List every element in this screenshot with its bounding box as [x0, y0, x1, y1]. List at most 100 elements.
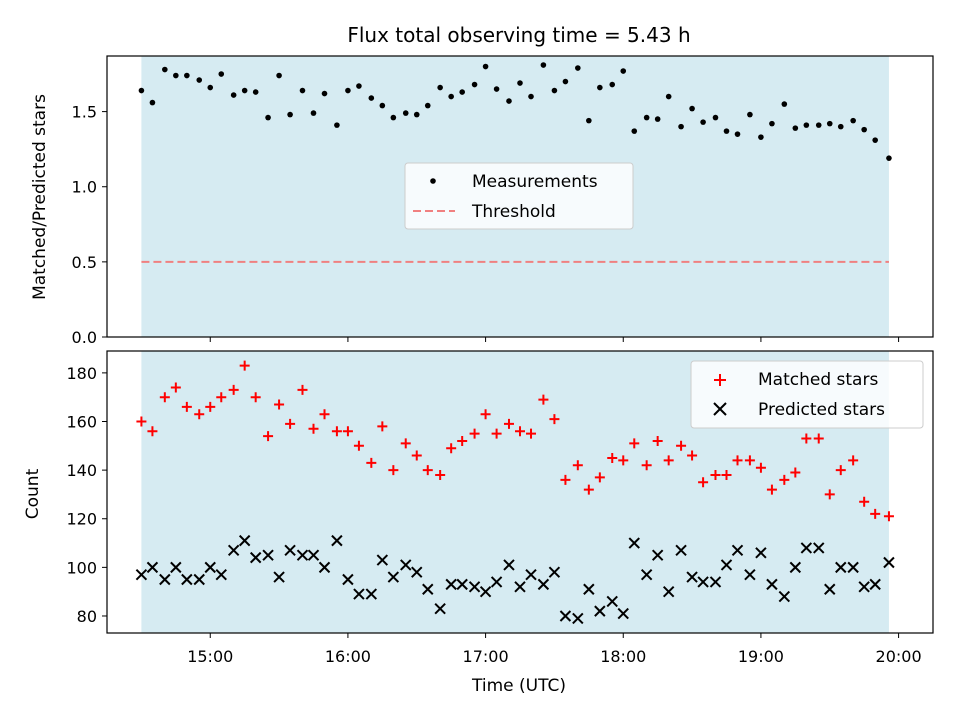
measurement-point: [872, 137, 878, 143]
bottom-x-axis: 15:00 16:00 17:00 18:00 19:00 20:00: [187, 633, 922, 666]
predicted-star-point: [813, 542, 825, 554]
legend-predicted-label: Predicted stars: [758, 400, 885, 420]
predicted-star-point: [411, 566, 423, 578]
predicted-star-point: [422, 583, 434, 595]
measurement-point: [712, 114, 719, 121]
matched-star-point: [469, 428, 480, 439]
matched-star-point: [411, 450, 422, 461]
predicted-star-point: [651, 549, 664, 561]
top-plot-frame: [106, 55, 934, 338]
measurement-point: [506, 98, 512, 104]
measurement-point: [413, 111, 420, 118]
matched-star-point: [147, 426, 158, 437]
predicted-star-point: [135, 568, 148, 581]
matched-star-point: [400, 438, 411, 449]
matched-star-point: [652, 435, 663, 446]
measurement-point: [482, 63, 489, 70]
predicted-star-point: [331, 534, 343, 547]
matched-star-point: [342, 426, 353, 437]
predicted-star-point: [731, 544, 744, 557]
predicted-star-point: [709, 576, 722, 588]
measurement-point: [665, 93, 672, 100]
measurement-point: [643, 114, 650, 121]
matched-star-point: [194, 409, 205, 420]
matched-star-point: [308, 423, 319, 434]
matched-star-point: [801, 433, 812, 444]
predicted-star-point: [537, 578, 550, 591]
matched-star-point: [181, 401, 192, 412]
matched-star-point: [732, 455, 743, 466]
matched-star-point: [170, 382, 181, 393]
measurement-point: [620, 68, 627, 74]
y-tick-label: 0.0: [72, 328, 97, 347]
measurement-point: [173, 72, 179, 79]
measurements-series: [138, 62, 892, 161]
predicted-star-point: [159, 573, 171, 586]
y-tick-label: 0.5: [72, 253, 97, 272]
legend-threshold-label: Threshold: [471, 202, 556, 222]
predicted-star-point: [662, 585, 675, 598]
measurement-point: [562, 78, 569, 85]
top-legend: Measurements Threshold: [404, 162, 634, 230]
top-legend-box: [404, 162, 634, 230]
top-y-axis-label: Matched/Predicted stars: [30, 94, 50, 300]
predicted-star-point: [824, 583, 836, 595]
matched-star-point: [435, 469, 446, 480]
matched-star-point: [491, 428, 502, 439]
matched-star-point: [641, 460, 652, 471]
y-tick-label: 100: [66, 558, 97, 577]
measurement-point: [310, 110, 317, 116]
predicted-star-point: [181, 573, 193, 586]
measurement-point: [345, 87, 351, 94]
predicted-star-point: [227, 544, 240, 557]
matched-star-point: [848, 455, 859, 466]
measurement-point: [517, 80, 523, 86]
predicted-star-point: [883, 556, 895, 569]
legend-measurements-marker: [430, 178, 436, 184]
predicted-star-point: [675, 544, 687, 557]
predicted-star-point: [170, 561, 182, 574]
measurement-point: [356, 83, 362, 89]
predicted-star-point: [744, 568, 756, 581]
measurement-point: [138, 87, 145, 94]
legend-measurements-label: Measurements: [472, 172, 598, 192]
top-panel: 0.0 0.5 1.0 1.5 Matched/Predicted stars Mea…: [30, 55, 934, 347]
measurement-point: [424, 102, 431, 109]
matched-star-point: [859, 496, 870, 507]
y-tick-label: 120: [66, 510, 97, 529]
predicted-star-point: [434, 602, 446, 615]
bottom-legend-box: [690, 360, 924, 429]
matched-star-point: [319, 409, 330, 420]
predicted-star-point: [503, 559, 515, 571]
matched-star-point: [766, 484, 777, 495]
matched-star-point: [779, 474, 790, 485]
predicted-star-point: [869, 578, 881, 591]
measurement-point: [837, 123, 844, 130]
matched-star-point: [538, 394, 549, 405]
measurement-point: [287, 111, 293, 118]
matched-star-point: [790, 467, 801, 478]
predicted-star-point: [365, 588, 378, 600]
measurement-point: [815, 122, 822, 128]
predicted-star-point: [400, 559, 412, 571]
measurement-point: [551, 87, 558, 94]
measurement-point: [149, 99, 156, 106]
y-tick-label: 80: [77, 607, 97, 626]
predicted-star-point: [215, 568, 227, 581]
predicted-star-point: [456, 578, 468, 591]
measurement-point: [689, 105, 695, 112]
measurement-point: [803, 122, 810, 128]
matched-star-point: [503, 418, 514, 429]
matched-star-point: [870, 508, 881, 519]
measurement-point: [218, 71, 225, 77]
matched-star-point: [607, 452, 618, 463]
predicted-star-point: [445, 578, 457, 591]
measurement-point: [734, 131, 741, 137]
measurement-point: [826, 120, 833, 127]
matched-star-point: [353, 440, 364, 451]
bottom-panel: 80 100 120 140 160 180 15:00 16:00 17:00 18:00 19…: [23, 350, 934, 696]
measurement-point: [321, 90, 328, 97]
predicted-star-point: [273, 571, 285, 583]
y-tick-label: 140: [66, 461, 97, 480]
